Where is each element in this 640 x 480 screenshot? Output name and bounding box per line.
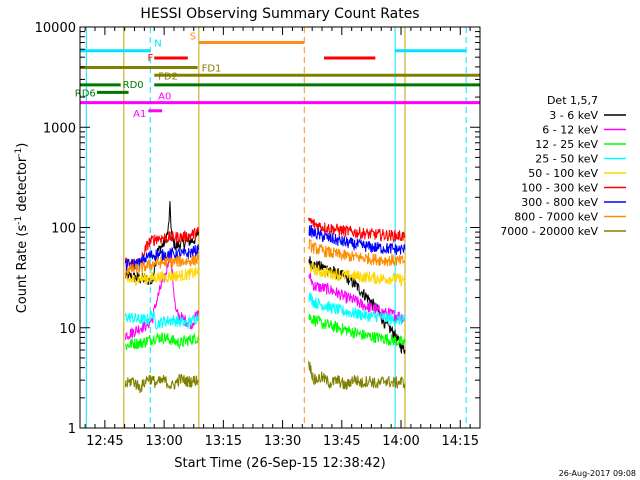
y-tick-label-10: 10 xyxy=(59,322,76,337)
footer-timestamp: 26-Aug-2017 09:08 xyxy=(559,469,636,478)
legend-label-3-6-kev: 3 - 6 keV xyxy=(549,109,598,122)
interval-fd2-label: FD2 xyxy=(158,71,178,82)
y-axis-label: Count Rate (s-1 detector-1) xyxy=(14,143,30,314)
series-12-25-kev xyxy=(124,313,406,351)
series-7000-20000-kev-line-0 xyxy=(124,373,199,394)
series-800-7000-kev-line-0 xyxy=(124,252,199,275)
x-axis-label: Start Time (26-Sep-15 12:38:42) xyxy=(174,456,385,471)
legend-label-50-100-kev: 50 - 100 keV xyxy=(528,167,598,180)
series-300-800-kev-line-1 xyxy=(308,225,406,256)
series-50-100-kev xyxy=(124,262,406,288)
series-50-100-kev-line-0 xyxy=(124,266,199,287)
y-axis-label-sup2: -1 xyxy=(14,148,24,157)
series-6-12-kev-line-0 xyxy=(124,251,199,341)
interval-rd0-label: RD0 xyxy=(123,80,144,91)
series-800-7000-kev-line-1 xyxy=(308,237,406,267)
series-6-12-kev-line-1 xyxy=(308,272,406,323)
x-tick-label-13-45: 13:45 xyxy=(323,434,360,449)
x-tick-label-14-00: 14:00 xyxy=(382,434,419,449)
x-tick-label-13-00: 13:00 xyxy=(145,434,182,449)
count-rate-series xyxy=(124,201,406,394)
y-axis-label-main: Count Rate (s xyxy=(15,225,30,314)
x-tick-label-13-30: 13:30 xyxy=(264,434,301,449)
series-25-50-kev-line-1 xyxy=(308,291,406,326)
series-100-300-kev-line-1 xyxy=(308,217,406,243)
legend-label-12-25-kev: 12 - 25 keV xyxy=(535,138,598,151)
series-6-12-kev xyxy=(124,251,406,341)
x-tick-label-12-45: 12:45 xyxy=(86,434,123,449)
legend-label-7000-20000-kev: 7000 - 20000 keV xyxy=(500,225,598,238)
y-axis-label-end: ) xyxy=(15,143,30,148)
series-50-100-kev-line-1 xyxy=(308,262,406,288)
interval-n-label: N xyxy=(154,39,161,50)
y-axis-label-sup1: -1 xyxy=(14,216,24,225)
legend-label-6-12-kev: 6 - 12 keV xyxy=(542,124,598,137)
x-tick-label-13-15: 13:15 xyxy=(205,434,242,449)
observing-intervals: N S F FD1 FD2 RD0 RD6 A0 A1 xyxy=(75,32,480,120)
chart-title: HESSI Observing Summary Count Rates xyxy=(140,6,419,22)
series-7000-20000-kev-line-1 xyxy=(308,360,406,390)
interval-rd6-label: RD6 xyxy=(75,88,96,99)
interval-f-label: F xyxy=(148,53,154,64)
series-100-300-kev xyxy=(124,217,406,271)
series-7000-20000-kev xyxy=(124,360,406,394)
series-100-300-kev-line-0 xyxy=(124,226,199,271)
series-12-25-kev-line-0 xyxy=(124,332,199,351)
legend-label-300-800-kev: 300 - 800 keV xyxy=(521,196,598,209)
legend-title: Det 1,5,7 xyxy=(547,94,598,107)
series-12-25-kev-line-1 xyxy=(308,313,406,347)
series-25-50-kev xyxy=(124,291,406,330)
interval-a0-label: A0 xyxy=(158,92,171,103)
interval-fd1-label: FD1 xyxy=(202,63,222,74)
y-axis-label-mid: detector xyxy=(15,156,30,216)
interval-a1-label: A1 xyxy=(133,109,146,120)
axes: 1 10 100 1000 10000 12:45 13:00 13:15 13:30 13:45… xyxy=(35,21,481,449)
series-25-50-kev-line-0 xyxy=(124,310,199,330)
interval-s-label: S xyxy=(190,32,196,43)
legend-label-100-300-kev: 100 - 300 keV xyxy=(521,182,598,195)
y-tick-label-1: 1 xyxy=(68,422,76,437)
y-tick-label-100: 100 xyxy=(51,222,76,237)
y-tick-label-1000: 1000 xyxy=(43,121,76,136)
vertical-markers xyxy=(85,27,467,428)
y-tick-label-10000: 10000 xyxy=(35,21,76,36)
series-800-7000-kev xyxy=(124,237,406,275)
legend-label-800-7000-kev: 800 - 7000 keV xyxy=(514,211,598,224)
x-tick-label-14-15: 14:15 xyxy=(442,434,479,449)
legend-label-25-50-kev: 25 - 50 keV xyxy=(535,153,598,166)
